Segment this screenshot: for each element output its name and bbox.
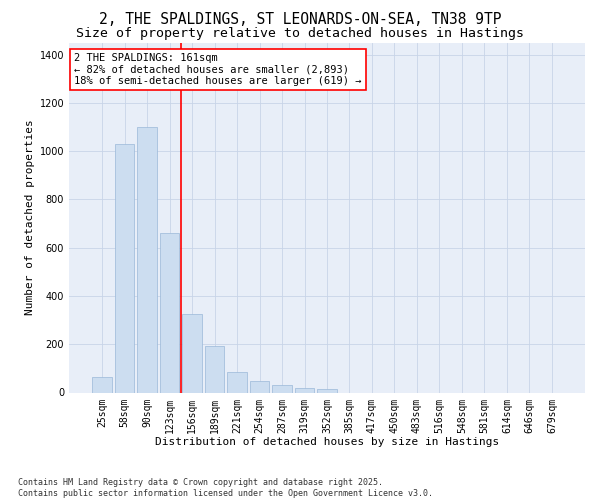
Text: Contains HM Land Registry data © Crown copyright and database right 2025.
Contai: Contains HM Land Registry data © Crown c… — [18, 478, 433, 498]
Bar — [182, 314, 202, 392]
Bar — [160, 233, 179, 392]
Bar — [317, 389, 337, 392]
Bar — [295, 388, 314, 392]
Text: Size of property relative to detached houses in Hastings: Size of property relative to detached ho… — [76, 28, 524, 40]
Text: 2, THE SPALDINGS, ST LEONARDS-ON-SEA, TN38 9TP: 2, THE SPALDINGS, ST LEONARDS-ON-SEA, TN… — [99, 12, 501, 28]
Y-axis label: Number of detached properties: Number of detached properties — [25, 120, 35, 316]
Bar — [227, 372, 247, 392]
Bar — [272, 386, 292, 392]
Bar — [250, 381, 269, 392]
X-axis label: Distribution of detached houses by size in Hastings: Distribution of detached houses by size … — [155, 437, 499, 447]
Bar — [115, 144, 134, 392]
Text: 2 THE SPALDINGS: 161sqm
← 82% of detached houses are smaller (2,893)
18% of semi: 2 THE SPALDINGS: 161sqm ← 82% of detache… — [74, 53, 362, 86]
Bar — [137, 127, 157, 392]
Bar — [205, 346, 224, 393]
Bar — [92, 377, 112, 392]
